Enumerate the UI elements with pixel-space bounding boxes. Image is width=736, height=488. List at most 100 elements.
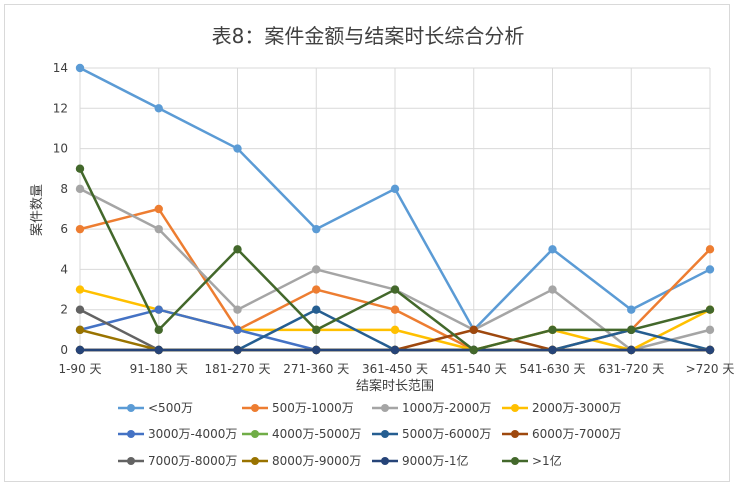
data-point — [233, 245, 242, 254]
y-tick-label: 0 — [60, 343, 68, 357]
x-tick-label: 1-90 天 — [58, 362, 101, 376]
legend-label: 2000万-3000万 — [532, 401, 621, 415]
data-point — [233, 305, 242, 314]
data-point — [75, 305, 85, 314]
data-point — [548, 345, 557, 355]
y-tick-label: 2 — [60, 303, 68, 317]
legend-marker — [381, 430, 389, 438]
legend-item: 500万-1000万 — [242, 401, 354, 415]
legend-marker — [127, 457, 135, 465]
legend-item: <500万 — [118, 401, 193, 415]
data-point — [154, 224, 163, 234]
legend: <500万 500万-1000万 1000万-2000万 2000万-3000万 300… — [118, 401, 621, 468]
legend-label: 500万-1000万 — [272, 401, 354, 415]
legend-item: >1亿 — [502, 453, 562, 468]
data-point — [233, 144, 242, 153]
x-tick-labels: 1-90 天 91-180 天 181-270 天 271-360 天 361-450 … — [58, 362, 734, 376]
legend-marker — [511, 457, 519, 465]
x-tick-label: 91-180 天 — [130, 362, 188, 376]
legend-label: 4000万-5000万 — [272, 427, 361, 441]
y-tick-label: 12 — [53, 101, 68, 115]
x-tick-label: 451-540 天 — [441, 362, 507, 376]
data-point — [390, 285, 400, 294]
data-point — [548, 325, 557, 335]
y-tick-label: 8 — [60, 182, 68, 196]
legend-label: <500万 — [148, 401, 193, 415]
data-point — [312, 224, 321, 234]
data-point — [75, 164, 85, 173]
legend-item: 4000万-5000万 — [242, 427, 361, 441]
legend-marker — [251, 457, 259, 465]
legend-marker — [511, 404, 519, 412]
data-point — [154, 104, 163, 113]
data-point — [627, 325, 636, 335]
chart-frame — [4, 4, 730, 482]
data-point — [705, 245, 715, 254]
data-point — [75, 224, 85, 234]
y-tick-labels: 0 2 4 6 8 10 12 14 — [53, 61, 68, 357]
legend-marker — [381, 457, 389, 465]
legend-label: 8000万-9000万 — [272, 454, 361, 468]
data-point — [312, 265, 321, 274]
legend-label: 1000万-2000万 — [402, 401, 491, 415]
data-point — [705, 325, 715, 335]
data-point — [312, 305, 321, 314]
legend-marker — [381, 404, 389, 412]
legend-item: 8000万-9000万 — [242, 454, 361, 468]
data-point — [312, 345, 321, 355]
x-tick-label: 361-450 天 — [362, 362, 428, 376]
legend-marker — [127, 404, 135, 412]
x-tick-label: 631-720 天 — [598, 362, 664, 376]
data-point — [75, 325, 85, 335]
x-tick-label: 541-630 天 — [520, 362, 586, 376]
data-point — [705, 305, 715, 314]
data-point — [548, 285, 557, 294]
data-point — [390, 325, 400, 335]
legend-label: 7000万-8000万 — [148, 454, 237, 468]
legend-item: 2000万-3000万 — [502, 401, 621, 415]
data-point — [75, 285, 85, 294]
legend-label: 3000万-4000万 — [148, 427, 237, 441]
chart-title: 表8：案件金额与结案时长综合分析 — [212, 24, 525, 48]
data-point — [390, 305, 400, 314]
data-point — [627, 345, 636, 355]
legend-marker — [127, 430, 135, 438]
y-tick-label: 14 — [53, 61, 68, 75]
data-point — [469, 345, 478, 355]
y-tick-label: 10 — [53, 142, 68, 156]
x-tick-label: >720 天 — [686, 362, 735, 376]
data-point — [469, 325, 478, 335]
legend-marker — [251, 430, 259, 438]
data-point — [75, 184, 85, 194]
legend-item: 7000万-8000万 — [118, 454, 237, 468]
data-point — [627, 305, 636, 314]
data-point — [154, 305, 163, 314]
data-point — [705, 345, 715, 355]
series-1 — [75, 63, 715, 335]
data-point — [75, 345, 85, 355]
legend-marker — [511, 430, 519, 438]
data-point — [154, 204, 163, 214]
legend-label: 5000万-6000万 — [402, 427, 491, 441]
x-axis-label: 结案时长范围 — [356, 379, 434, 394]
legend-item: 3000万-4000万 — [118, 427, 237, 441]
data-point — [154, 325, 163, 335]
data-point — [75, 63, 85, 73]
series-12 — [75, 164, 715, 355]
data-point — [548, 245, 557, 254]
legend-item: 9000万-1亿 — [372, 453, 469, 468]
data-point — [705, 265, 715, 274]
legend-item: 6000万-7000万 — [502, 427, 621, 441]
legend-label: 9000万-1亿 — [402, 453, 469, 468]
legend-item: 5000万-6000万 — [372, 427, 491, 441]
legend-item: 1000万-2000万 — [372, 401, 491, 415]
series-lines — [75, 63, 715, 355]
data-point — [233, 325, 242, 335]
data-point — [233, 345, 242, 355]
data-point — [390, 184, 400, 194]
data-point — [390, 345, 400, 355]
data-point — [154, 345, 163, 355]
y-tick-label: 6 — [60, 222, 68, 236]
data-point — [312, 325, 321, 335]
